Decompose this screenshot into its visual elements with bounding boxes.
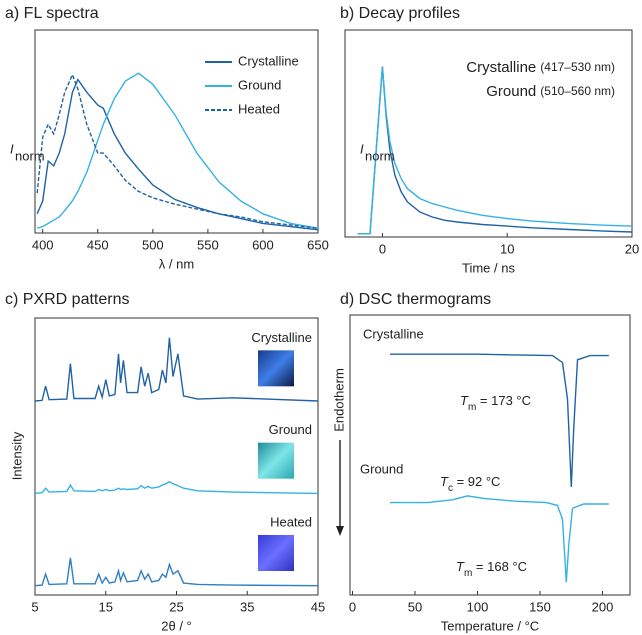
legend-name: Crystalline (466, 59, 536, 76)
legend-label: Heated (238, 101, 280, 116)
legend-name: Ground (486, 83, 536, 100)
x-axis-label: Temperature / °C (441, 618, 539, 633)
panel-title: d) DSC thermograms (340, 291, 491, 308)
series-label: Crystalline (363, 326, 424, 341)
x-tick-label: 200 (592, 599, 614, 614)
annotation: Tm = 168 °C (456, 559, 527, 578)
sample-photo (258, 350, 294, 387)
annotation-symbol: T (456, 559, 465, 574)
legend-note: (510–560 nm) (540, 84, 615, 98)
legend-label: Crystalline (238, 53, 299, 68)
y-axis-label-sub: norm (365, 148, 395, 163)
panel-title: b) Decay profiles (340, 5, 460, 22)
legend-note: (417–530 nm) (540, 60, 615, 74)
x-tick-label: 0 (349, 599, 356, 614)
x-tick-label: 20 (625, 241, 639, 256)
x-axis-label: Time / ns (462, 260, 515, 275)
annotation: Tm = 173 °C (460, 393, 531, 412)
y-axis-label: Endotherm (331, 368, 346, 432)
x-tick-label: 25 (169, 599, 183, 614)
x-tick-label: 400 (32, 237, 54, 252)
x-axis-label: λ / nm (159, 256, 194, 271)
series-line (34, 557, 319, 587)
x-tick-label: 450 (87, 237, 109, 252)
panel-title: c) PXRD patterns (5, 291, 129, 308)
x-tick-label: 100 (467, 599, 489, 614)
x-tick-label: 0 (379, 241, 386, 256)
series-line (37, 72, 319, 229)
x-tick-label: 150 (529, 599, 551, 614)
series-line (390, 495, 609, 583)
legend-label: Ground (238, 77, 281, 92)
x-tick-label: 600 (252, 237, 274, 252)
x-tick-label: 5 (31, 599, 38, 614)
annotation-symbol: T (460, 393, 469, 408)
series-line (34, 480, 319, 495)
x-tick-label: 15 (99, 599, 113, 614)
plot-frame (349, 314, 631, 596)
annotation-sub: m (468, 402, 476, 413)
series-line (34, 337, 319, 402)
annotation-text: = 168 °C (472, 559, 527, 574)
series-line (357, 66, 633, 235)
y-axis-label-sub: norm (15, 148, 45, 163)
series-line (36, 72, 319, 229)
trace-label: Heated (270, 514, 312, 529)
x-tick-label: 550 (197, 237, 219, 252)
y-axis-label: I (360, 141, 364, 156)
series-line (390, 353, 609, 487)
sample-photo (258, 535, 294, 571)
x-tick-label: 500 (142, 237, 164, 252)
legend-label: Crystalline (417–530 nm) (466, 59, 615, 76)
annotation: Tc = 92 °C (440, 474, 500, 493)
legend-label: Ground (510–560 nm) (486, 83, 615, 100)
x-tick-label: 50 (408, 599, 422, 614)
plot-frame (34, 29, 319, 234)
y-axis-label: Intensity (9, 431, 24, 480)
x-tick-label: 10 (500, 241, 514, 256)
x-tick-label: 35 (240, 599, 254, 614)
annotation-text: = 92 °C (453, 474, 500, 489)
annotation-sub: m (464, 568, 472, 579)
x-tick-label: 650 (307, 237, 329, 252)
panel-title: a) FL spectra (5, 5, 99, 22)
series-label: Ground (360, 461, 403, 476)
annotation-sub: c (448, 483, 453, 494)
x-tick-label: 45 (311, 599, 325, 614)
series-line (36, 78, 319, 231)
annotation-text: = 173 °C (476, 393, 531, 408)
endotherm-arrowhead (336, 526, 344, 536)
trace-label: Ground (269, 422, 312, 437)
trace-label: Crystalline (251, 330, 312, 345)
x-axis-label: 2θ / ° (161, 618, 192, 633)
annotation-symbol: T (440, 474, 449, 489)
plot-frame (344, 29, 633, 238)
y-axis-label: I (10, 141, 14, 156)
sample-photo (258, 442, 294, 479)
